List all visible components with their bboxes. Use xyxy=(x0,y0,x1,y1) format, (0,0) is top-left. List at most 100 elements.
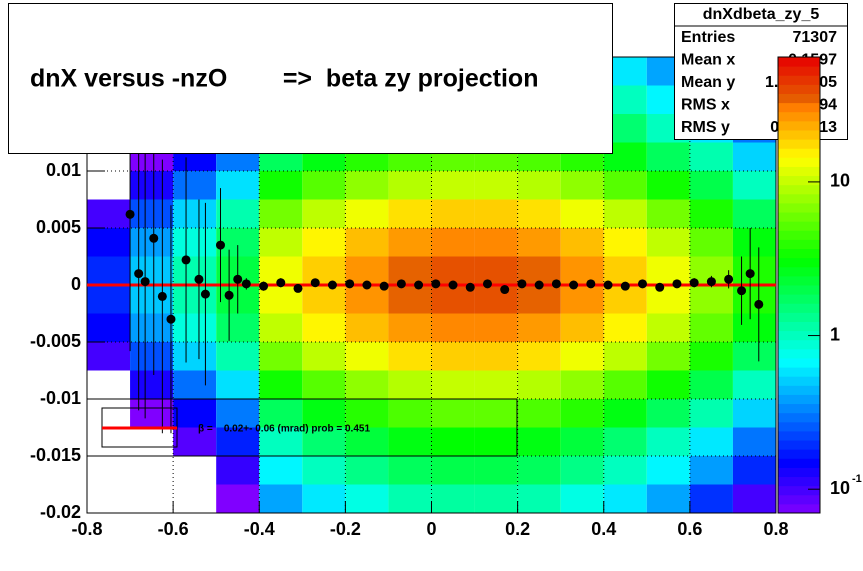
heatmap-cell xyxy=(646,427,690,456)
profile-point xyxy=(603,280,613,290)
heatmap-cell xyxy=(130,342,174,371)
heatmap-cell xyxy=(603,313,647,342)
heatmap-cell xyxy=(302,199,346,228)
palette-band xyxy=(778,239,820,250)
z-tick-exponent: -1 xyxy=(852,473,862,485)
heatmap-cell xyxy=(388,342,432,371)
heatmap-cell xyxy=(560,256,604,285)
heatmap-cell xyxy=(259,427,303,456)
heatmap-cell xyxy=(689,456,733,485)
heatmap-cell xyxy=(474,370,518,399)
y-tick-label: -0.01 xyxy=(40,388,81,408)
profile-point xyxy=(465,282,475,292)
heatmap-cell xyxy=(689,285,733,314)
palette-band xyxy=(778,102,820,113)
palette-band xyxy=(778,139,820,149)
heatmap-cell xyxy=(388,484,432,513)
palette-band xyxy=(778,184,820,195)
x-tick-label: -0.6 xyxy=(158,519,189,539)
heatmap-cell xyxy=(87,342,131,371)
heatmap-cell xyxy=(130,399,174,428)
profile-point xyxy=(200,289,210,299)
palette-band xyxy=(778,385,820,395)
stats-label: Mean y xyxy=(681,74,735,91)
legend-frame xyxy=(87,398,518,457)
heatmap-cell xyxy=(173,399,217,428)
heatmap-cell xyxy=(517,370,561,399)
heatmap-cell xyxy=(216,342,260,371)
heatmap-cell xyxy=(431,484,475,513)
palette-band xyxy=(778,440,820,450)
heatmap-cell xyxy=(474,228,518,257)
heatmap-cell xyxy=(646,399,690,428)
heatmap-cell xyxy=(431,199,475,228)
y-tick-label: -0.02 xyxy=(40,502,81,522)
heatmap-cell xyxy=(345,342,389,371)
heatmap-cell xyxy=(474,171,518,200)
heatmap-cell xyxy=(388,399,432,428)
x-tick-label: 0.2 xyxy=(505,519,530,539)
heatmap-cell xyxy=(431,256,475,285)
heatmap-cell xyxy=(345,256,389,285)
palette-band xyxy=(778,449,820,459)
profile-point xyxy=(754,299,764,309)
heatmap-cell xyxy=(431,228,475,257)
heatmap-cell xyxy=(345,228,389,257)
heatmap-cell xyxy=(302,256,346,285)
heatmap-cell xyxy=(259,456,303,485)
heatmap-cell xyxy=(560,484,604,513)
heatmap-cell xyxy=(302,342,346,371)
palette-band xyxy=(778,212,820,222)
heatmap-cell xyxy=(302,370,346,399)
profile-point xyxy=(140,277,150,287)
heatmap-cell xyxy=(517,456,561,485)
heatmap-cell xyxy=(302,285,346,314)
heatmap-cell xyxy=(259,199,303,228)
heatmap-cell xyxy=(130,370,174,399)
heatmap-cell xyxy=(431,427,475,456)
heatmap-cell xyxy=(173,256,217,285)
heatmap-cell xyxy=(345,427,389,456)
palette-band xyxy=(778,285,820,295)
palette-band xyxy=(778,75,820,85)
profile-point xyxy=(551,279,561,289)
z-tick-label: 1 xyxy=(830,324,840,344)
heatmap-cell xyxy=(646,285,690,314)
palette-band xyxy=(778,57,820,67)
heatmap-cell xyxy=(259,171,303,200)
heatmap-cell xyxy=(474,199,518,228)
profile-point xyxy=(431,279,441,289)
heatmap-cell xyxy=(345,456,389,485)
heatmap-cell xyxy=(517,313,561,342)
heatmap-cell xyxy=(646,199,690,228)
heatmap-cell xyxy=(474,399,518,428)
heatmap-cell xyxy=(216,399,260,428)
heatmap-cell xyxy=(345,285,389,314)
heatmap-cell xyxy=(431,342,475,371)
heatmap-cell xyxy=(517,427,561,456)
profile-point xyxy=(149,233,159,243)
heatmap-cell xyxy=(732,399,776,428)
legend-text: β = 0.02+- 0.06 (mrad) prob = 0.451 xyxy=(198,424,370,435)
heatmap-cell xyxy=(259,484,303,513)
heatmap-cell xyxy=(87,199,131,228)
heatmap-cell xyxy=(388,171,432,200)
heatmap-cell xyxy=(173,171,217,200)
profile-point xyxy=(181,255,191,265)
heatmap-cell xyxy=(646,342,690,371)
heatmap-cell xyxy=(517,199,561,228)
heatmap-cell xyxy=(431,456,475,485)
palette-band xyxy=(778,421,820,432)
palette-band xyxy=(778,66,820,76)
x-tick-label: 0.4 xyxy=(591,519,616,539)
heatmap-cell xyxy=(689,142,733,171)
heatmap-cell xyxy=(302,484,346,513)
heatmap-cell xyxy=(732,370,776,399)
heatmap-cell xyxy=(216,370,260,399)
profile-point xyxy=(517,279,527,289)
palette-band xyxy=(778,257,820,268)
heatmap-cell xyxy=(259,313,303,342)
heatmap-cell xyxy=(517,484,561,513)
heatmap-cell xyxy=(130,228,174,257)
palette-band xyxy=(778,467,820,478)
